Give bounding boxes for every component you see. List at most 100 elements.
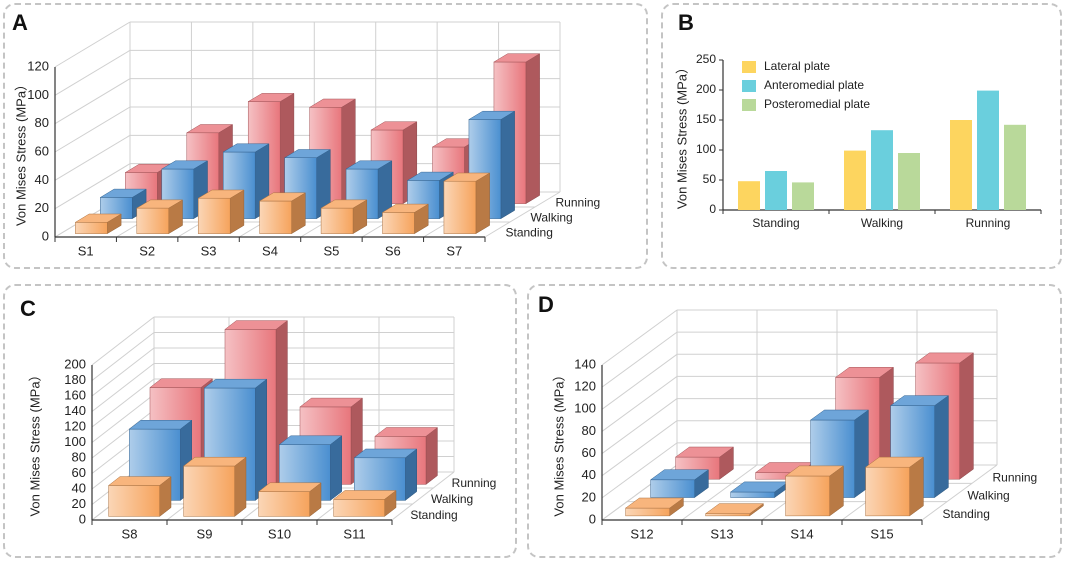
bar-A-standing-S2: [135, 199, 184, 235]
gridline-side-A-2: [54, 134, 131, 181]
bar-C-standing-S8: [107, 476, 172, 517]
y-tick-label-C-1: 20: [72, 496, 86, 511]
bar-front: [382, 212, 415, 234]
y-tick-label-C-4: 80: [72, 449, 86, 464]
bar-front: [75, 222, 108, 234]
y-tick-label-A-2: 40: [35, 172, 49, 187]
x-tick-label-A-3: S4: [262, 243, 278, 258]
y-tick-label-B-5: 250: [696, 52, 716, 66]
bar-side: [330, 435, 342, 501]
gridline-side-C-5: [91, 394, 155, 443]
bar-top: [784, 465, 845, 477]
bar-D-standing-S13: [704, 503, 765, 517]
bar-top: [185, 124, 234, 134]
bar-front: [108, 485, 160, 517]
gridline-side-A-6: [54, 21, 131, 68]
x-tick-label-C-1: S9: [197, 526, 213, 541]
gridline-side-C-7: [91, 363, 155, 412]
y-tick-label-C-0: 0: [79, 511, 86, 526]
bar-top: [278, 435, 343, 445]
bar-B-anteromedial-plate-standing: [765, 171, 787, 210]
bar-front: [730, 491, 775, 498]
y-tick-label-A-5: 100: [27, 87, 49, 102]
bar-top: [222, 143, 270, 153]
legend-label-lateral-plate: Lateral plate: [764, 59, 830, 73]
bar-A-standing-S1: [74, 213, 123, 235]
bar-side: [500, 110, 515, 220]
x-tick-label-C-0: S8: [122, 526, 138, 541]
y-tick-label-A-3: 60: [35, 143, 49, 158]
legend-label-anteromedial-plate: Anteromedial plate: [764, 78, 864, 92]
bar-front: [136, 207, 169, 234]
y-tick-label-C-8: 160: [64, 387, 86, 402]
panel-c: [3, 284, 517, 558]
bar-B-lateral-plate-walking: [844, 150, 866, 210]
depth-label-D-0: Standing: [943, 507, 990, 521]
bar-top: [107, 476, 172, 486]
y-tick-label-D-3: 60: [582, 445, 596, 460]
bar-A-walking-S1: [99, 188, 148, 220]
gridline-side-C-6: [91, 378, 155, 428]
bar-top: [182, 456, 247, 467]
gridline-side-D-4: [601, 376, 678, 432]
y-tick-label-D-4: 80: [582, 423, 596, 438]
y-tick-label-C-10: 200: [64, 356, 86, 371]
y-tick-label-A-4: 80: [35, 115, 49, 130]
bar-top: [624, 497, 685, 509]
bar-top: [224, 320, 289, 330]
depth-label-C-2: Running: [452, 476, 497, 490]
bar-front: [650, 479, 695, 498]
bar-top: [135, 199, 184, 209]
floor-depth-A-7: [484, 191, 561, 238]
depth-label-A-2: Running: [556, 196, 601, 210]
bar-top: [299, 397, 364, 408]
bar-top: [809, 409, 870, 421]
panel-d: [527, 284, 1062, 558]
bar-side: [425, 426, 438, 485]
bar-B-posteromedial-plate-standing: [792, 182, 814, 210]
bar-top: [160, 160, 209, 170]
bar-top: [247, 93, 295, 102]
y-tick-label-C-7: 140: [64, 403, 86, 418]
bar-C-walking-S11: [353, 448, 418, 501]
y-tick-label-A-6: 120: [27, 58, 49, 73]
panel-b: [661, 3, 1062, 269]
bar-B-anteromedial-plate-running: [977, 90, 999, 210]
y-axis-label-B: Von Mises Stress (MPa）: [674, 61, 689, 209]
y-tick-label-C-9: 180: [64, 372, 86, 387]
bar-front: [865, 466, 910, 517]
y-axis-label-C: Von Mises Stress (MPa）: [27, 368, 42, 516]
bar-top: [406, 171, 455, 181]
bar-front: [333, 499, 385, 517]
bar-front: [320, 207, 354, 234]
y-tick-label-D-7: 140: [574, 356, 596, 371]
depth-label-C-1: Walking: [431, 492, 473, 506]
x-tick-label-B-1: Walking: [861, 216, 903, 230]
panel-label-d: D: [538, 292, 554, 317]
bar-B-lateral-plate-running: [950, 120, 972, 210]
y-tick-label-C-6: 120: [64, 418, 86, 433]
y-tick-label-A-0: 0: [42, 228, 49, 243]
bar-A-standing-S3: [197, 189, 245, 235]
depth-label-A-0: Standing: [506, 226, 553, 240]
y-tick-label-A-1: 20: [35, 200, 49, 215]
legend-label-posteromedial-plate: Posteromedial plate: [764, 97, 870, 111]
floor-depth-D-1: [681, 464, 758, 521]
x-tick-label-A-4: S5: [323, 243, 339, 258]
bar-D-standing-S12: [624, 497, 685, 517]
bar-B-lateral-plate-standing: [738, 181, 760, 210]
y-axis-label-A: Von Mises Stress (MPa）: [13, 78, 28, 226]
bar-top: [308, 98, 357, 108]
bar-top: [914, 352, 975, 364]
y-tick-label-D-2: 40: [582, 467, 596, 482]
bar-front: [258, 491, 310, 517]
bar-A-standing-S4: [258, 192, 307, 235]
bar-B-posteromedial-plate-running: [1004, 124, 1026, 210]
bar-top: [442, 172, 491, 182]
depth-label-D-2: Running: [993, 470, 1038, 484]
bar-front: [443, 180, 477, 234]
bar-D-standing-S15: [864, 456, 925, 517]
bar-side: [234, 456, 247, 517]
bar-side: [525, 53, 540, 205]
x-tick-label-B-2: Running: [966, 216, 1011, 230]
